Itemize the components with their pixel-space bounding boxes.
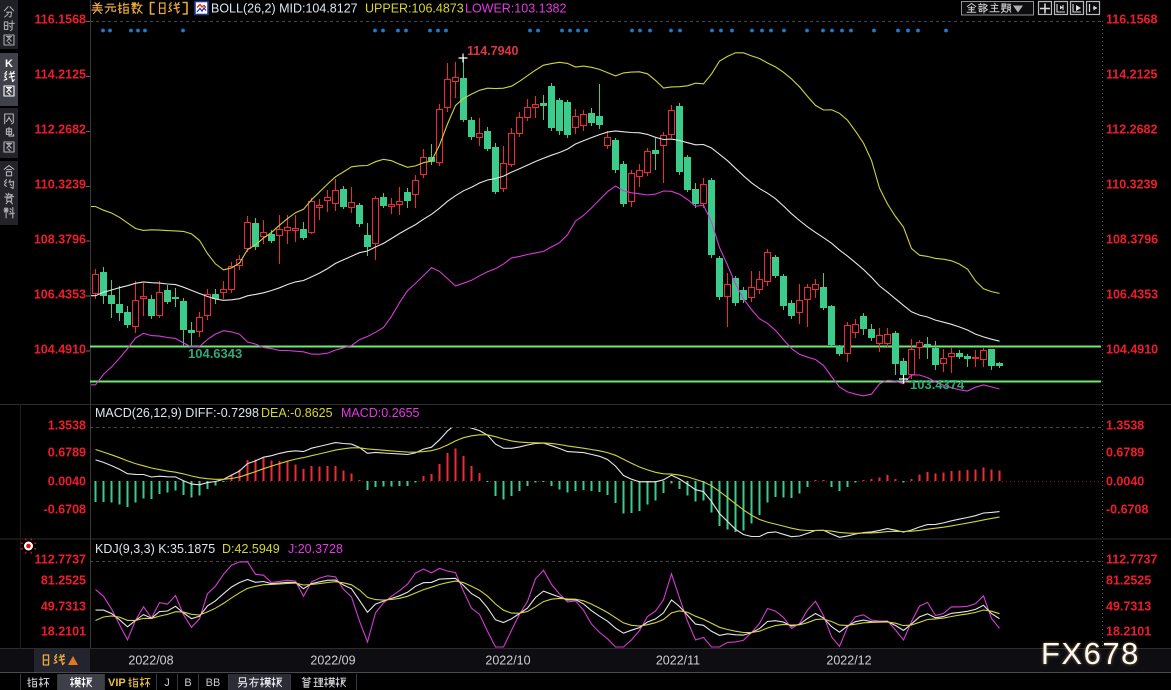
svg-text:0.0040: 0.0040 [1106,475,1144,489]
svg-text:BOLL(26,2) MID:104.8127: BOLL(26,2) MID:104.8127 [211,2,358,16]
svg-text:81.2525: 81.2525 [41,574,86,588]
svg-text:MACD:0.2655: MACD:0.2655 [341,406,420,420]
svg-text:D:42.5949: D:42.5949 [222,542,280,556]
svg-text:112.2682: 112.2682 [35,123,86,137]
svg-text:104.4910: 104.4910 [34,343,86,357]
svg-text:2022/12: 2022/12 [826,654,871,668]
svg-text:FX678: FX678 [1041,636,1140,671]
svg-text:-0.6708: -0.6708 [44,503,86,517]
svg-text:2022/11: 2022/11 [656,654,700,668]
svg-text:FX678: FX678 [1041,636,1140,671]
svg-text:0.0040: 0.0040 [48,475,86,489]
svg-text:2022/08: 2022/08 [128,654,173,668]
svg-text:MACD(26,12,9) DIFF:-0.7298: MACD(26,12,9) DIFF:-0.7298 [95,406,259,420]
svg-text:18.2101: 18.2101 [1106,625,1151,639]
svg-text:UPPER:106.4873: UPPER:106.4873 [365,2,464,16]
svg-text:114.2125: 114.2125 [1106,68,1157,82]
svg-text:108.3796: 108.3796 [1106,233,1158,247]
svg-text:VIP: VIP [108,677,126,689]
svg-text:112.7737: 112.7737 [1106,553,1157,567]
svg-text:KDJ(9,3,3) K:35.1875: KDJ(9,3,3) K:35.1875 [95,542,215,556]
svg-text:-0.6708: -0.6708 [1106,503,1148,517]
svg-text:104.6343: 104.6343 [188,346,242,361]
svg-text:49.7313: 49.7313 [41,600,86,614]
svg-text:0.6789: 0.6789 [1106,446,1144,460]
svg-text:108.3796: 108.3796 [34,233,86,247]
svg-text:116.1568: 116.1568 [35,13,86,27]
svg-text:81.2525: 81.2525 [1106,574,1151,588]
svg-text:116.1568: 116.1568 [1106,13,1157,27]
svg-text:0.6789: 0.6789 [48,446,86,460]
svg-text:LOWER:103.1382: LOWER:103.1382 [465,2,566,16]
svg-text:114.2125: 114.2125 [35,68,86,82]
svg-text:110.3239: 110.3239 [1106,178,1157,192]
svg-text:2022/10: 2022/10 [485,654,530,668]
svg-text:103.4374: 103.4374 [910,377,965,392]
svg-text:J:20.3728: J:20.3728 [288,542,343,556]
svg-text:1.3538: 1.3538 [1106,419,1144,433]
svg-text:49.7313: 49.7313 [1106,600,1151,614]
svg-text:114.7940: 114.7940 [467,44,518,58]
svg-text:106.4353: 106.4353 [1106,288,1158,302]
svg-text:BB: BB [206,677,221,689]
svg-text:B: B [184,677,191,689]
svg-text:112.2682: 112.2682 [1106,123,1157,137]
svg-text:106.4353: 106.4353 [34,288,86,302]
svg-text:1.3538: 1.3538 [48,419,86,433]
svg-text:18.2101: 18.2101 [41,625,86,639]
svg-text:112.7737: 112.7737 [35,553,86,567]
svg-text:DEA:-0.8625: DEA:-0.8625 [261,406,333,420]
svg-text:110.3239: 110.3239 [35,178,86,192]
svg-text:104.4910: 104.4910 [1106,343,1158,357]
svg-text:J: J [164,677,170,689]
svg-text:2022/09: 2022/09 [310,654,355,668]
svg-text:K: K [5,58,13,70]
